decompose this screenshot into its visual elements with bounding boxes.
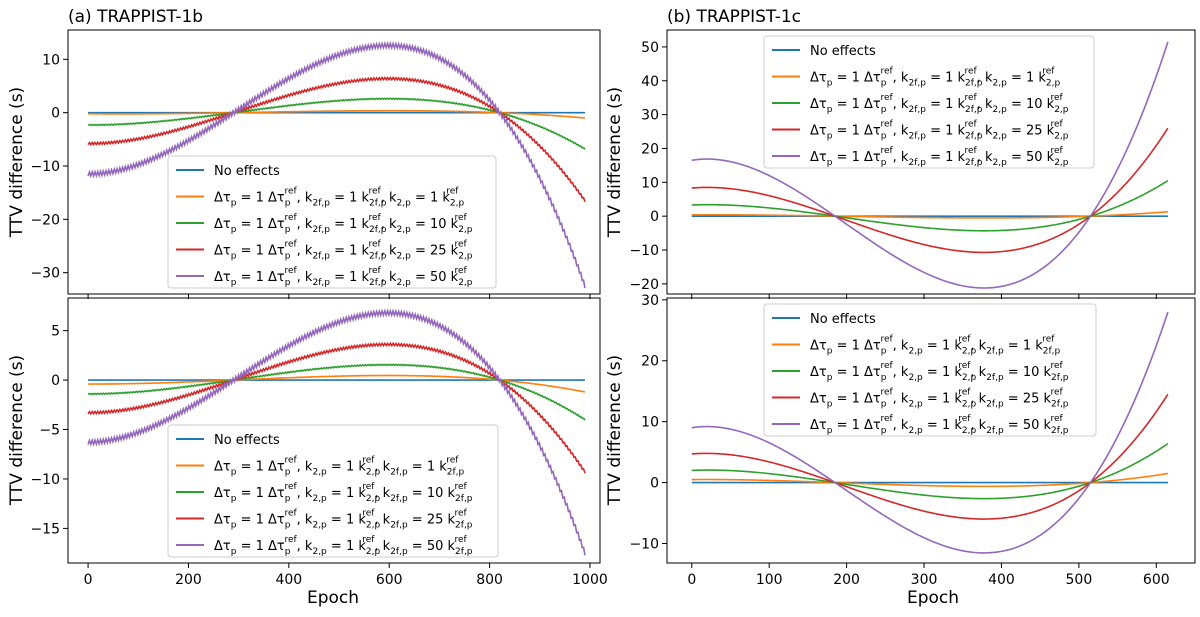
chart-b-bottom: 0 200 400 600 800 1000 −15 −10 −5 0 5 No effects Δτp… [30,297,608,588]
y-tick-label: −20 [30,212,60,228]
x-tick-label: 0 [84,572,93,588]
legend-entry: Δτp = 1 Δτpref, k2,p = 1 k2,pref, k2f,p … [214,535,473,557]
legend: No effects Δτp = 1 Δτpref, k2f,p = 1 k2f,… [763,35,1095,169]
y-tick-label: 10 [42,52,60,68]
y-tick-label: 5 [51,324,60,340]
legend: No effects Δτp = 1 Δτpref, k2,p = 1 k2,pr… [167,424,499,558]
legend-box [763,35,1095,169]
y-tick-label: 0 [51,106,60,122]
series-line-10 [691,442,1169,500]
x-tick-label: 200 [833,572,860,588]
series-line-50 [691,311,1169,554]
plot-frame [67,297,601,564]
legend: No effects Δτp = 1 Δτpref, k2,p = 1 k2,pr… [763,303,1097,437]
legend-entry: Δτp = 1 Δτpref, k2,p = 1 k2,pref, k2f,p … [810,361,1069,383]
series-group [87,40,586,289]
plot-frame [67,29,601,295]
legend-entry: No effects [810,44,876,59]
series-line-50 [87,308,586,556]
y-tick-label: −5 [39,423,60,439]
legend-box [167,424,499,558]
x-tick-label: 600 [376,572,403,588]
legend-box [763,303,1097,437]
series-line-50 [87,40,586,289]
y-tick-label: −10 [629,537,659,553]
x-tick-label: 1000 [572,572,608,588]
y-axis-label-c-bottom: TTV difference (s) [605,355,625,506]
legend-entry: Δτp = 1 Δτpref, k2,p = 1 k2,pref, k2f,p … [810,335,1061,357]
legend-entry: Δτp = 1 Δτpref, k2f,p = 1 k2f,pref, k2,p… [214,213,473,235]
series-line-10 [87,363,586,421]
legend-entry: No effects [214,433,280,448]
y-tick-label: 0 [51,373,60,389]
panel-title-b: (a) TRAPPIST-1b [68,7,203,27]
x-tick-label: 500 [1066,572,1093,588]
legend-entry: Δτp = 1 Δτpref, k2f,p = 1 k2f,pref, k2,p… [810,146,1069,168]
chart-c-top: −20 −10 0 10 20 30 40 50 No effects Δτp = 1 Δτpre… [629,29,1196,299]
y-tick-label: 40 [641,74,659,90]
x-axis-label-left: Epoch [307,588,359,608]
legend-entry: Δτp = 1 Δτpref, k2,p = 1 k2,pref, k2f,p … [214,456,465,478]
x-tick-label: 400 [988,572,1015,588]
y-tick-label: −30 [30,266,60,282]
x-tick-label: 600 [1143,572,1170,588]
legend-entry: Δτp = 1 Δτpref, k2,p = 1 k2,pref, k2f,p … [214,482,473,504]
plot-frame [666,297,1196,564]
legend-entry: Δτp = 1 Δτpref, k2f,p = 1 k2f,pref, k2,p… [214,187,465,209]
x-axis-label-right: Epoch [907,588,959,608]
y-axis-label-b-bottom: TTV difference (s) [7,355,27,506]
x-tick-label: 300 [911,572,938,588]
panels: −30 −20 −10 0 10 No effects Δτp = 1 Δτpref, k2… [30,29,1196,588]
series-line-10 [87,97,586,150]
legend-entry: No effects [214,164,280,179]
y-tick-label: 20 [641,354,659,370]
chart-c-bottom: 0 100 200 300 400 500 600 −10 0 10 20 30 No effects Δ… [629,293,1196,588]
series-group [691,311,1169,554]
legend-entry: Δτp = 1 Δτpref, k2f,p = 1 k2f,pref, k2,p… [810,93,1069,115]
y-tick-label: −15 [30,521,60,537]
x-tick-label: 400 [275,572,302,588]
x-tick-label: 0 [687,572,696,588]
y-tick-label: 30 [641,293,659,309]
chart-b-top: −30 −20 −10 0 10 No effects Δτp = 1 Δτpref, k2… [30,29,601,299]
series-group [87,308,586,556]
legend-entry: Δτp = 1 Δτpref, k2,p = 1 k2,pref, k2f,p … [214,509,473,531]
legend-entry: Δτp = 1 Δτpref, k2f,p = 1 k2f,pref, k2,p… [214,240,473,262]
y-tick-label: −20 [629,277,659,293]
series-group [691,41,1169,289]
plot-frame [666,29,1196,295]
x-tick-label: 200 [175,572,202,588]
y-tick-label: −10 [30,159,60,175]
y-tick-label: −10 [629,243,659,259]
y-tick-label: 30 [641,108,659,124]
y-axis-label-b-top: TTV difference (s) [7,87,27,238]
legend-entry: Δτp = 1 Δτpref, k2f,p = 1 k2f,pref, k2,p… [810,120,1069,142]
y-tick-label: 10 [641,415,659,431]
panel-title-c: (b) TRAPPIST-1c [667,7,801,27]
y-tick-label: 20 [641,141,659,157]
legend-entry: Δτp = 1 Δτpref, k2,p = 1 k2,pref, k2f,p … [810,414,1069,436]
legend: No effects Δτp = 1 Δτpref, k2f,p = 1 k2f,… [167,155,497,289]
y-tick-label: 0 [650,209,659,225]
legend-entry: No effects [810,312,876,327]
x-tick-label: 100 [756,572,783,588]
legend-entry: Δτp = 1 Δτpref, k2,p = 1 k2,pref, k2f,p … [810,388,1069,410]
y-tick-label: −10 [30,472,60,488]
legend-entry: Δτp = 1 Δτpref, k2f,p = 1 k2f,pref, k2,p… [214,266,473,288]
series-line-50 [691,41,1169,289]
x-tick-label: 800 [476,572,503,588]
y-tick-label: 50 [641,40,659,56]
legend-box [167,155,497,289]
legend-entry: Δτp = 1 Δτpref, k2f,p = 1 k2f,pref, k2,p… [810,67,1061,89]
y-tick-label: 10 [641,175,659,191]
y-tick-label: 0 [650,476,659,492]
y-axis-label-c-top: TTV difference (s) [605,87,625,238]
